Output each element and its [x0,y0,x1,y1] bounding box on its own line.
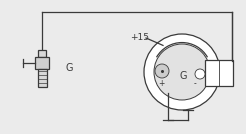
Circle shape [154,44,210,100]
Bar [35,57,49,69]
Circle shape [155,64,169,78]
Circle shape [195,69,205,79]
Text: +: + [158,79,164,88]
Text: G: G [65,63,73,73]
Bar [37,69,46,87]
Bar [205,60,233,86]
Text: +15: +15 [130,34,149,42]
Text: G: G [179,71,187,81]
Text: -: - [194,79,196,88]
Bar [38,50,46,57]
Circle shape [144,34,220,110]
